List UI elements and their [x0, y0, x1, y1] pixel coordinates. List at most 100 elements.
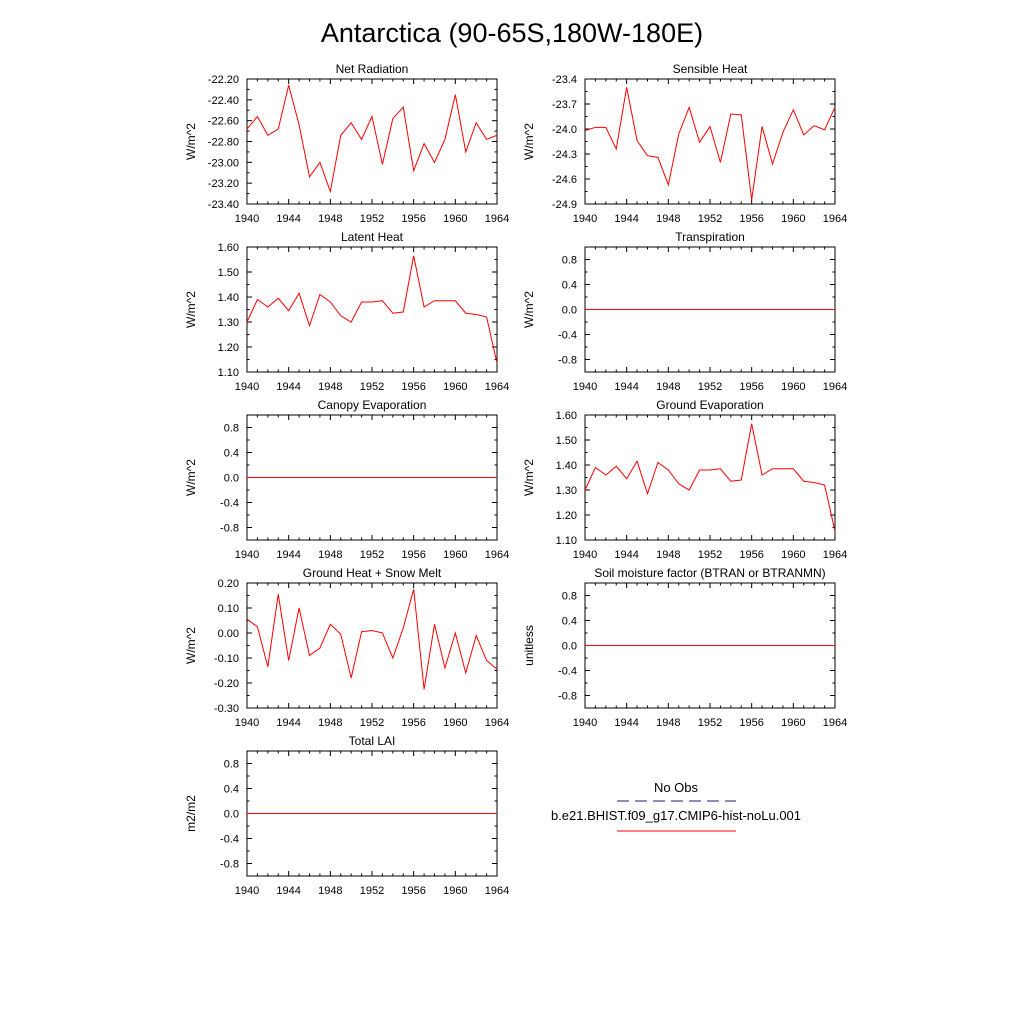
y-tick-label: 0.0: [562, 641, 577, 653]
y-tick-label: -24.0: [552, 124, 577, 136]
x-tick-label: 1948: [318, 717, 342, 729]
x-tick-label: 1944: [276, 549, 300, 561]
x-tick-label: 1944: [276, 885, 300, 897]
y-axis-label: W/m^2: [522, 459, 536, 496]
chart-panel: Net Radiation 1940 1944 1948 1952 1956 1960 196…: [184, 62, 509, 225]
panel-title: Total LAI: [349, 734, 396, 748]
x-tick-label: 1940: [573, 213, 597, 225]
x-tick-label: 1948: [318, 885, 342, 897]
x-tick-label: 1960: [781, 381, 805, 393]
x-tick-label: 1944: [614, 213, 638, 225]
y-tick-label: -0.4: [558, 330, 577, 342]
y-axis-label: W/m^2: [184, 627, 198, 664]
plot-frame: [246, 246, 498, 373]
x-tick-label: 1952: [360, 885, 384, 897]
chart-panel: Total LAI 1940 1944 1948 1952 1956 1960 1964 0.8…: [184, 734, 509, 897]
plot-frame: [246, 582, 498, 709]
x-tick-label: 1960: [443, 885, 467, 897]
x-tick-label: 1960: [443, 213, 467, 225]
panel-title: Soil moisture factor (BTRAN or BTRANMN): [594, 566, 825, 580]
series-line: [246, 589, 498, 690]
y-tick-label: -23.4: [552, 74, 577, 86]
x-tick-label: 1956: [739, 717, 763, 729]
x-tick-label: 1940: [573, 549, 597, 561]
panels: Net Radiation 1940 1944 1948 1952 1956 1960 196…: [184, 62, 847, 897]
y-tick-label: 1.60: [556, 410, 577, 422]
x-tick-label: 1952: [360, 717, 384, 729]
x-tick-label: 1944: [614, 717, 638, 729]
y-tick-label: 0.4: [224, 448, 239, 460]
x-tick-label: 1964: [823, 549, 847, 561]
panel-title: Canopy Evaporation: [318, 398, 427, 412]
x-tick-label: 1956: [739, 213, 763, 225]
x-tick-label: 1948: [656, 213, 680, 225]
panel-title: Net Radiation: [336, 62, 409, 76]
y-tick-label: -22.80: [208, 137, 239, 149]
x-tick-label: 1956: [739, 381, 763, 393]
y-tick-label: 0.4: [224, 784, 239, 796]
plot-frame: [584, 78, 836, 205]
x-tick-label: 1964: [485, 885, 509, 897]
x-tick-label: 1964: [823, 381, 847, 393]
x-tick-label: 1940: [573, 717, 597, 729]
y-tick-label: 0.8: [224, 759, 239, 771]
x-tick-label: 1952: [360, 549, 384, 561]
x-tick-label: 1960: [443, 549, 467, 561]
x-tick-label: 1940: [235, 213, 259, 225]
y-tick-label: 1.40: [218, 292, 239, 304]
y-tick-label: -0.4: [220, 834, 239, 846]
y-tick-label: 0.20: [218, 578, 239, 590]
x-tick-label: 1948: [656, 717, 680, 729]
x-tick-label: 1948: [656, 549, 680, 561]
y-tick-label: -0.4: [220, 498, 239, 510]
x-tick-label: 1964: [485, 549, 509, 561]
x-tick-label: 1940: [235, 549, 259, 561]
y-tick-label: -0.8: [558, 355, 577, 367]
y-tick-label: -22.20: [208, 74, 239, 86]
y-axis-label: unitless: [522, 625, 536, 666]
y-tick-label: 0.0: [562, 305, 577, 317]
y-axis-label: m2/m2: [184, 795, 198, 832]
x-tick-label: 1956: [401, 549, 425, 561]
x-tick-label: 1944: [276, 213, 300, 225]
series-line: [246, 255, 498, 364]
y-tick-label: 1.50: [218, 267, 239, 279]
legend-case-label: b.e21.BHIST.f09_g17.CMIP6-hist-noLu.001: [551, 808, 801, 823]
chart-panel: Ground Evaporation 1940 1944 1948 1952 1956 19…: [522, 398, 847, 561]
x-tick-label: 1940: [235, 717, 259, 729]
y-tick-label: -0.8: [220, 859, 239, 871]
y-tick-label: 0.10: [218, 603, 239, 615]
y-tick-label: -22.40: [208, 95, 239, 107]
panel-title: Latent Heat: [341, 230, 404, 244]
x-tick-label: 1964: [823, 213, 847, 225]
y-tick-label: 0.8: [562, 255, 577, 267]
y-tick-label: 1.10: [218, 367, 239, 379]
y-tick-label: 0.4: [562, 616, 577, 628]
x-tick-label: 1944: [614, 381, 638, 393]
plot-frame: [584, 414, 836, 541]
y-tick-label: 0.4: [562, 280, 577, 292]
y-tick-label: -0.4: [558, 666, 577, 678]
panel-title: Ground Evaporation: [656, 398, 763, 412]
x-tick-label: 1964: [823, 717, 847, 729]
y-tick-label: -0.10: [214, 653, 239, 665]
y-tick-label: 1.50: [556, 435, 577, 447]
y-axis-label: W/m^2: [522, 123, 536, 160]
y-tick-label: 0.8: [562, 591, 577, 603]
x-tick-label: 1956: [401, 381, 425, 393]
x-tick-label: 1964: [485, 381, 509, 393]
x-tick-label: 1964: [485, 717, 509, 729]
y-tick-label: 1.20: [218, 342, 239, 354]
y-tick-label: -0.8: [558, 691, 577, 703]
x-tick-label: 1944: [614, 549, 638, 561]
x-tick-label: 1960: [443, 717, 467, 729]
y-tick-label: 0.0: [224, 809, 239, 821]
y-tick-label: 1.60: [218, 242, 239, 254]
x-tick-label: 1960: [781, 717, 805, 729]
x-tick-label: 1952: [360, 213, 384, 225]
y-tick-label: -24.6: [552, 174, 577, 186]
figure-title: Antarctica (90-65S,180W-180E): [321, 18, 703, 48]
panel-title: Transpiration: [675, 230, 745, 244]
legend: No Obs b.e21.BHIST.f09_g17.CMIP6-hist-no…: [551, 780, 801, 832]
